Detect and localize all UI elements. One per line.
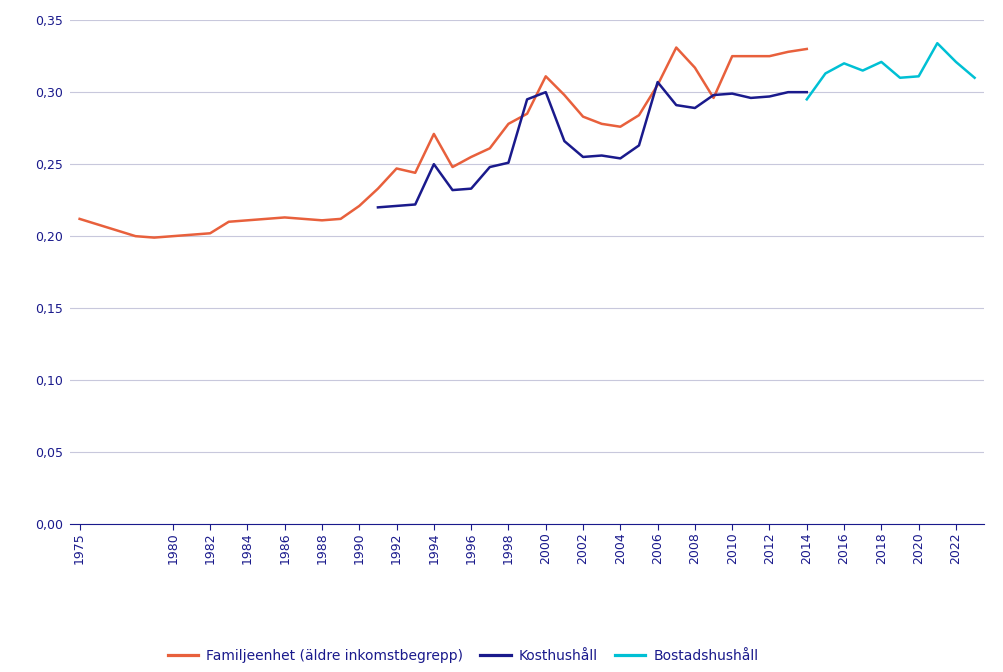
Kosthushåll <box>762 93 774 101</box>
Familjeenhet (äldre inkomstbegrepp) <box>483 144 495 153</box>
Familjeenhet (äldre inkomstbegrepp) <box>129 232 141 240</box>
Familjeenhet (äldre inkomstbegrepp) <box>390 165 402 173</box>
Familjeenhet (äldre inkomstbegrepp) <box>353 202 365 210</box>
Kosthushåll <box>390 202 402 210</box>
Kosthushåll <box>688 104 700 112</box>
Legend: Familjeenhet (äldre inkomstbegrepp), Kosthushåll, Bostadshushåll: Familjeenhet (äldre inkomstbegrepp), Kos… <box>161 643 763 669</box>
Familjeenhet (äldre inkomstbegrepp) <box>632 111 644 119</box>
Kosthushåll <box>540 88 552 96</box>
Kosthushåll <box>464 185 476 193</box>
Familjeenhet (äldre inkomstbegrepp) <box>316 216 328 224</box>
Familjeenhet (äldre inkomstbegrepp) <box>670 44 682 52</box>
Kosthushåll <box>521 95 533 103</box>
Familjeenhet (äldre inkomstbegrepp) <box>223 218 235 226</box>
Bostadshushåll <box>875 58 887 66</box>
Familjeenhet (äldre inkomstbegrepp) <box>762 52 774 60</box>
Kosthushåll <box>725 89 737 97</box>
Familjeenhet (äldre inkomstbegrepp) <box>800 45 812 53</box>
Line: Familjeenhet (äldre inkomstbegrepp): Familjeenhet (äldre inkomstbegrepp) <box>79 48 806 238</box>
Bostadshushåll <box>856 67 868 75</box>
Bostadshushåll <box>838 59 850 67</box>
Kosthushåll <box>409 200 421 208</box>
Familjeenhet (äldre inkomstbegrepp) <box>558 91 570 99</box>
Familjeenhet (äldre inkomstbegrepp) <box>446 163 458 171</box>
Familjeenhet (äldre inkomstbegrepp) <box>166 232 179 240</box>
Bostadshushåll <box>968 74 980 82</box>
Kosthushåll <box>577 153 589 161</box>
Kosthushåll <box>632 141 644 149</box>
Familjeenhet (äldre inkomstbegrepp) <box>595 120 607 128</box>
Kosthushåll <box>744 94 756 102</box>
Bostadshushåll <box>949 58 961 66</box>
Bostadshushåll <box>800 95 812 103</box>
Kosthushåll <box>800 88 812 96</box>
Kosthushåll <box>558 137 570 145</box>
Familjeenhet (äldre inkomstbegrepp) <box>502 120 514 128</box>
Kosthushåll <box>595 151 607 159</box>
Bostadshushåll <box>893 74 905 82</box>
Kosthushåll <box>502 159 514 167</box>
Kosthushåll <box>781 88 793 96</box>
Kosthushåll <box>614 155 626 163</box>
Kosthushåll <box>427 160 439 168</box>
Familjeenhet (äldre inkomstbegrepp) <box>371 185 383 193</box>
Familjeenhet (äldre inkomstbegrepp) <box>297 215 309 223</box>
Familjeenhet (äldre inkomstbegrepp) <box>707 94 719 102</box>
Familjeenhet (äldre inkomstbegrepp) <box>279 214 291 222</box>
Familjeenhet (äldre inkomstbegrepp) <box>521 110 533 118</box>
Familjeenhet (äldre inkomstbegrepp) <box>260 215 272 223</box>
Kosthushåll <box>371 204 383 212</box>
Kosthushåll <box>446 186 458 194</box>
Familjeenhet (äldre inkomstbegrepp) <box>334 215 346 223</box>
Familjeenhet (äldre inkomstbegrepp) <box>464 153 476 161</box>
Familjeenhet (äldre inkomstbegrepp) <box>92 220 104 228</box>
Familjeenhet (äldre inkomstbegrepp) <box>186 230 198 239</box>
Familjeenhet (äldre inkomstbegrepp) <box>427 130 439 138</box>
Bostadshushåll <box>931 39 943 47</box>
Familjeenhet (äldre inkomstbegrepp) <box>781 48 793 56</box>
Familjeenhet (äldre inkomstbegrepp) <box>744 52 756 60</box>
Familjeenhet (äldre inkomstbegrepp) <box>725 52 737 60</box>
Familjeenhet (äldre inkomstbegrepp) <box>540 73 552 81</box>
Kosthushåll <box>707 91 719 99</box>
Bostadshushåll <box>818 69 830 77</box>
Familjeenhet (äldre inkomstbegrepp) <box>241 216 253 224</box>
Familjeenhet (äldre inkomstbegrepp) <box>148 234 160 242</box>
Kosthushåll <box>651 78 663 86</box>
Familjeenhet (äldre inkomstbegrepp) <box>409 169 421 177</box>
Familjeenhet (äldre inkomstbegrepp) <box>204 229 216 237</box>
Line: Kosthushåll: Kosthushåll <box>377 82 806 208</box>
Bostadshushåll <box>912 73 924 81</box>
Kosthushåll <box>670 101 682 109</box>
Familjeenhet (äldre inkomstbegrepp) <box>577 113 589 121</box>
Familjeenhet (äldre inkomstbegrepp) <box>651 81 663 89</box>
Line: Bostadshushåll: Bostadshushåll <box>806 43 974 99</box>
Kosthushåll <box>483 163 495 171</box>
Familjeenhet (äldre inkomstbegrepp) <box>73 215 85 223</box>
Familjeenhet (äldre inkomstbegrepp) <box>688 64 700 72</box>
Familjeenhet (äldre inkomstbegrepp) <box>110 226 122 235</box>
Familjeenhet (äldre inkomstbegrepp) <box>614 123 626 131</box>
